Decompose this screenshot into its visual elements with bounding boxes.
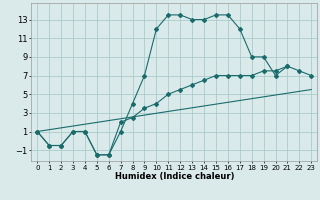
X-axis label: Humidex (Indice chaleur): Humidex (Indice chaleur): [115, 172, 234, 181]
